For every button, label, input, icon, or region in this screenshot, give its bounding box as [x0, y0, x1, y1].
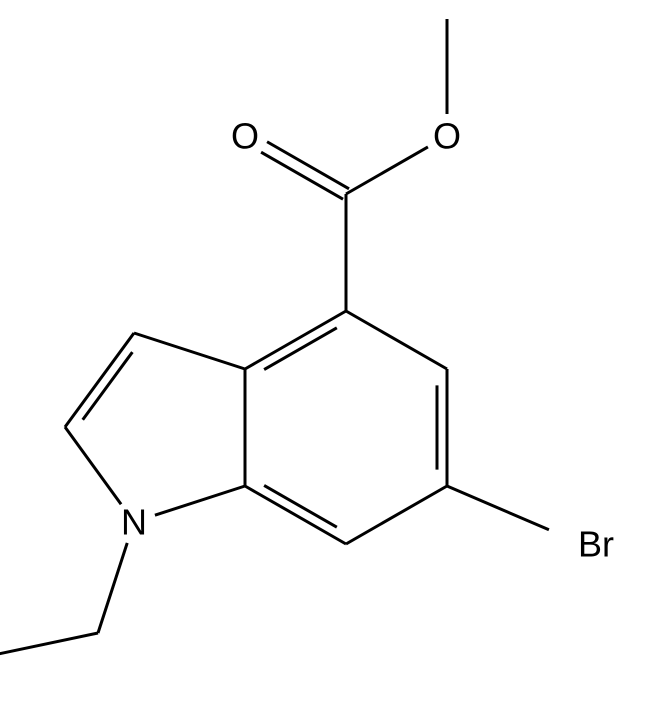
atom-label-o: O — [231, 116, 259, 157]
atom-label-n: N — [121, 502, 147, 543]
atom-label-o: O — [433, 116, 461, 157]
molecule-diagram: N Br O O — [0, 0, 650, 702]
atom-label-br: Br — [578, 524, 614, 565]
